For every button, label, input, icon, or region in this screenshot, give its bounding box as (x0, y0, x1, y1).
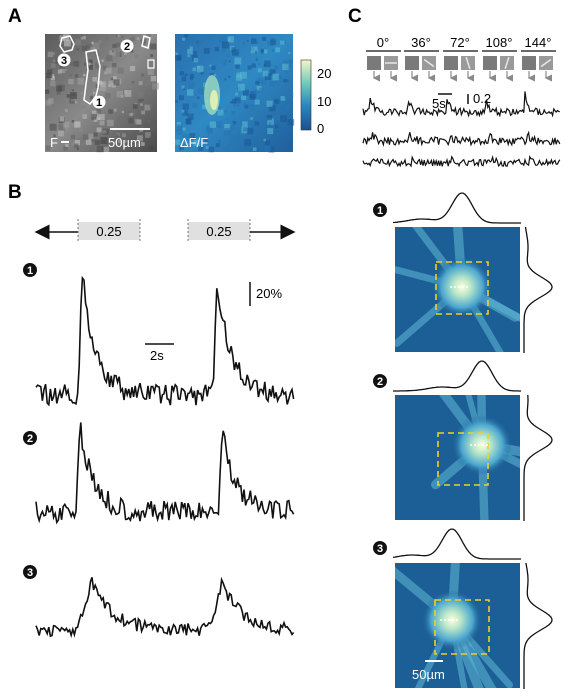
colorbar: 20 10 0 (300, 59, 331, 136)
fluorescence-label: F (50, 135, 58, 150)
colorbar-tick-20: 20 (317, 66, 331, 81)
receptive-field-maps (395, 227, 520, 688)
svg-text:2: 2 (27, 433, 33, 445)
rf-scale-bar-label: 50µm (412, 667, 445, 682)
panel-b-letter: B (8, 182, 22, 203)
trace-marker-2: 2 (23, 431, 37, 445)
panel-c-traces (362, 91, 561, 168)
dff-image: ΔF/F (175, 34, 295, 153)
grating-stimulus (444, 56, 458, 70)
panel-b-traces (35, 275, 295, 639)
grating-stimulus (483, 56, 497, 70)
orientation-label: 108° (486, 35, 513, 50)
stim-label-right: 0.25 (206, 224, 231, 239)
svg-text:3: 3 (27, 567, 33, 579)
fluorescence-image: 3 2 1 F 50µm (45, 34, 159, 153)
amp-scale-20-label: 20% (256, 286, 282, 301)
time-scale-label: 5s (432, 96, 446, 111)
orientation-label: 36° (411, 35, 431, 50)
cell-marker-3: 3 (61, 55, 67, 67)
grating-stimulus (522, 56, 536, 70)
stimulus-timeline: 0.25 0.25 (34, 219, 296, 243)
orientation-label: 144° (525, 35, 552, 50)
panel-a-letter: A (8, 6, 22, 27)
svg-text:1: 1 (27, 265, 33, 277)
dff-label: ΔF/F (180, 135, 208, 150)
rf-marker-1: 1 (373, 203, 387, 217)
colorbar-tick-10: 10 (317, 94, 331, 109)
rf-scale-bar: 50µm (412, 660, 445, 682)
time-scale-2s-label: 2s (150, 348, 164, 363)
panel-b-scale: 20% 2s (145, 282, 282, 363)
cell-marker-2: 2 (124, 41, 130, 53)
scale-bar-label: 50µm (108, 135, 141, 150)
panel-c-scale: 5s 0.2 (432, 91, 491, 111)
grating-stimulus (367, 56, 381, 70)
amp-scale-label: 0.2 (473, 91, 491, 106)
panel-c-letter: C (348, 6, 362, 27)
trace-marker-3: 3 (23, 565, 37, 579)
stim-label-left: 0.25 (96, 224, 121, 239)
trace-marker-1: 1 (23, 263, 37, 277)
orientation-label: 72° (450, 35, 470, 50)
rf-profiles (392, 192, 553, 689)
scale-bar (110, 128, 150, 130)
svg-text:3: 3 (377, 543, 383, 555)
svg-text:2: 2 (377, 376, 383, 388)
svg-text:1: 1 (377, 205, 383, 217)
grating-stimulus (405, 56, 419, 70)
orientation-label: 0° (377, 35, 389, 50)
orientation-stimuli: 0° 36° 72° 108° 144° (366, 35, 556, 82)
rf-marker-2: 2 (373, 374, 387, 388)
rf-marker-3: 3 (373, 541, 387, 555)
cell-marker-1: 1 (96, 97, 102, 109)
colorbar-tick-0: 0 (317, 121, 324, 136)
